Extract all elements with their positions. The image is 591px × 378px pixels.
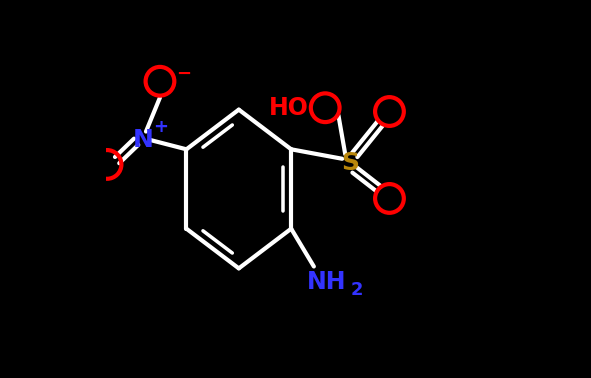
Text: NH: NH: [307, 270, 347, 294]
Text: 2: 2: [350, 281, 363, 299]
Text: +: +: [154, 118, 168, 136]
Text: N: N: [132, 128, 154, 152]
Text: −: −: [176, 65, 191, 83]
Text: S: S: [341, 150, 359, 175]
Text: HO: HO: [269, 96, 309, 120]
